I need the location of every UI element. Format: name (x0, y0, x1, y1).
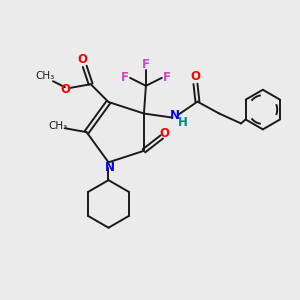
Text: N: N (170, 109, 180, 122)
Text: O: O (190, 70, 200, 83)
Text: F: F (163, 71, 171, 84)
Text: O: O (160, 128, 170, 140)
Text: O: O (60, 82, 70, 96)
Text: N: N (104, 161, 115, 174)
Text: O: O (78, 53, 88, 66)
Text: CH₃: CH₃ (48, 121, 68, 131)
Text: F: F (121, 71, 129, 84)
Text: H: H (178, 116, 188, 129)
Text: F: F (142, 58, 150, 71)
Text: CH₃: CH₃ (35, 71, 55, 81)
